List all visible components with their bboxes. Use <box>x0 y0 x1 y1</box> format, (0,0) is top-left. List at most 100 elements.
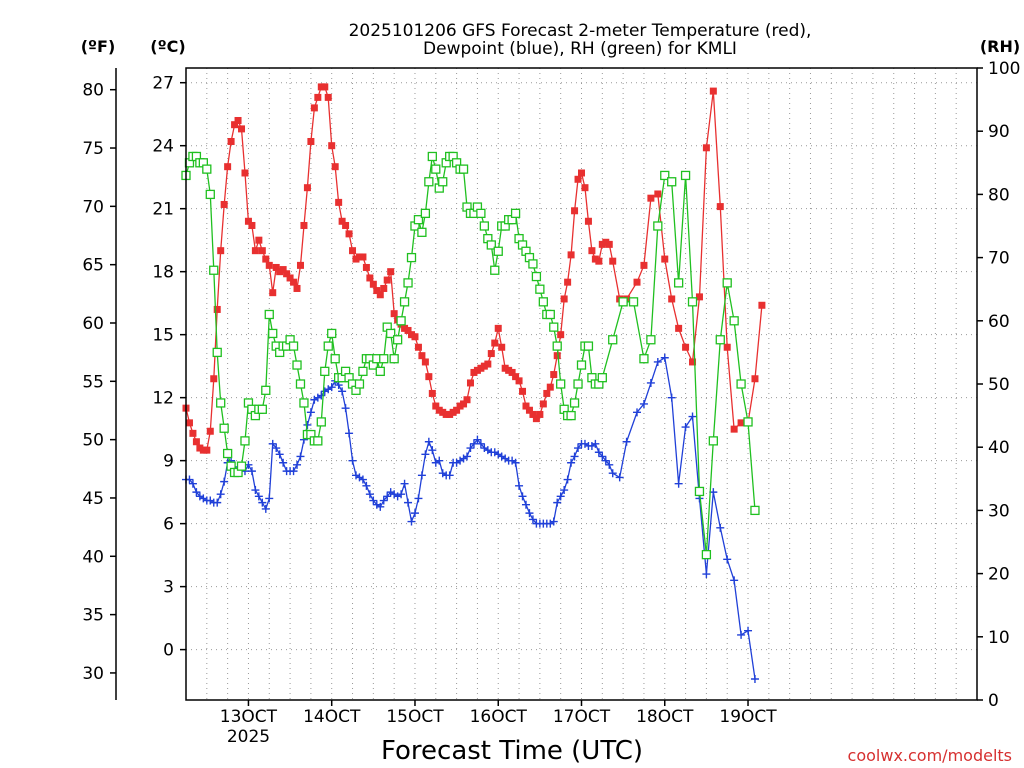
dewpoint-point <box>338 387 347 396</box>
temperature-point <box>723 343 731 351</box>
temperature-point <box>647 194 655 202</box>
dewpoint-point <box>258 498 267 507</box>
temperature-point <box>695 293 703 301</box>
rh-tick-label: 60 <box>988 312 1010 332</box>
temperature-point <box>689 358 697 366</box>
rh-point <box>403 278 413 288</box>
dewpoint-point <box>605 460 614 469</box>
dewpoint-point <box>428 446 437 455</box>
dewpoint-point <box>306 408 315 417</box>
temperature-point <box>532 415 540 423</box>
rh-point <box>320 366 330 377</box>
dewpoint-point <box>473 435 482 444</box>
dewpoint-point <box>327 383 336 392</box>
rh-point <box>493 246 503 256</box>
temperature-point <box>758 301 766 309</box>
temperature-point <box>248 221 256 229</box>
rh-tick-label: 80 <box>988 185 1010 205</box>
temperature-point <box>581 184 589 192</box>
data-series <box>181 83 766 684</box>
rh-point <box>413 215 424 225</box>
dewpoint-point <box>574 444 583 453</box>
rh-point <box>438 177 448 187</box>
temperature-point <box>244 217 252 225</box>
temperature-point <box>682 343 690 351</box>
dewpoint-point <box>397 490 406 499</box>
temperature-point <box>709 87 717 95</box>
temperature-point <box>414 343 422 351</box>
temperature-point <box>661 255 669 263</box>
dewpoint-point <box>220 477 229 486</box>
temperature-point <box>265 261 273 269</box>
temperature-point <box>296 261 304 269</box>
rh-point <box>417 227 427 237</box>
rh-tick-label: 30 <box>988 501 1010 521</box>
rh-point <box>392 335 403 345</box>
rh-point <box>552 341 562 351</box>
rh-point <box>288 341 299 351</box>
temperature-point <box>220 200 228 208</box>
temperature-point <box>460 400 468 408</box>
chart-title-line1: 2025101206 GFS Forecast 2-meter Temperat… <box>349 21 812 41</box>
temperature-point <box>404 326 412 334</box>
rh-point <box>424 177 434 187</box>
rh-point <box>556 379 566 389</box>
plot-frame <box>185 67 978 701</box>
rh-point <box>576 360 587 370</box>
temperature-point <box>553 352 561 360</box>
rh-tick-label: 100 <box>988 59 1020 79</box>
rh-point <box>743 417 753 427</box>
dewpoint-point <box>404 498 413 507</box>
temperature-point <box>411 333 419 341</box>
dewpoint-point <box>646 378 655 387</box>
temperature-point <box>362 263 370 271</box>
time-tick-label: 19OCT <box>719 707 777 727</box>
dewpoint-point <box>563 475 572 484</box>
temperature-point <box>525 406 533 414</box>
rh-point <box>313 436 323 446</box>
rh-point <box>330 354 340 364</box>
temperature-point <box>321 83 329 91</box>
dewpoint-point <box>362 481 371 490</box>
dewpoint-point <box>466 444 475 453</box>
rh-point <box>531 271 542 282</box>
temperature-point <box>380 284 388 292</box>
rh-point <box>750 505 760 516</box>
temperature-point <box>515 377 523 385</box>
temperature-point <box>640 261 648 269</box>
dewpoint-point <box>293 460 302 469</box>
rh-point <box>257 404 267 414</box>
rh-point <box>236 461 247 471</box>
fahrenheit-tick-label: 60 <box>82 314 104 334</box>
fahrenheit-axis: 30 35 40 45 50 55 60 65 70 75 80 <box>82 81 116 684</box>
rh-unit-label: (RH) <box>980 37 1020 56</box>
celsius-tick-label: 0 <box>163 641 174 661</box>
temperature-point <box>286 274 294 282</box>
temperature-point <box>331 163 339 171</box>
dewpoint-point <box>525 509 534 518</box>
rh-point <box>209 265 219 275</box>
dewpoint-point <box>400 479 409 488</box>
rh-point <box>389 354 399 364</box>
temperature-point <box>737 419 745 427</box>
rh-point <box>618 297 628 307</box>
temperature-point <box>255 236 263 244</box>
rh-point <box>375 366 385 377</box>
dewpoint-point <box>251 486 260 495</box>
dewpoint-point <box>702 570 711 579</box>
dewpoint-point <box>365 490 374 499</box>
temperature-point <box>716 203 724 211</box>
rh-point <box>608 335 618 345</box>
rh-point <box>476 208 486 219</box>
temperature-point <box>369 280 377 288</box>
dewpoint-point <box>716 523 725 532</box>
rh-point <box>222 448 233 459</box>
temperature-point <box>491 339 499 347</box>
rh-point <box>386 328 396 339</box>
temperature-point <box>241 169 249 177</box>
temperature-point <box>494 324 502 332</box>
temperature-point <box>560 295 568 303</box>
rh-point <box>653 221 663 231</box>
dewpoint-point <box>560 486 569 495</box>
dewpoint-point <box>608 469 617 478</box>
